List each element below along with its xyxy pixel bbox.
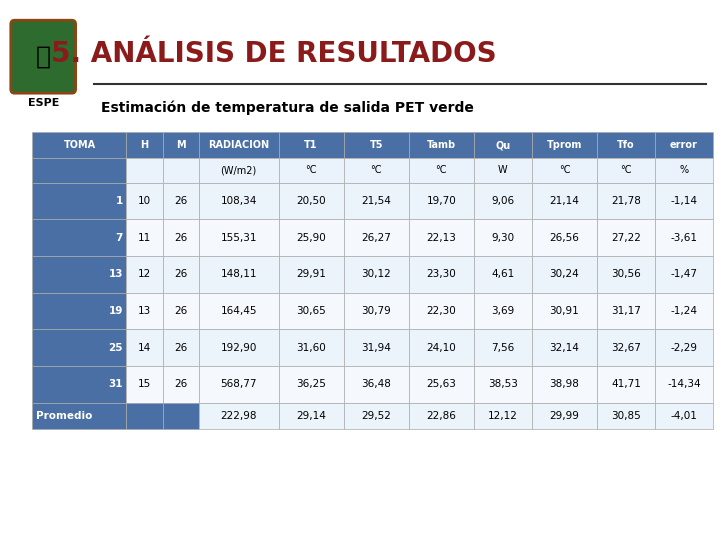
Text: 31,17: 31,17 [611,306,641,316]
Text: 26: 26 [174,233,187,242]
Text: error: error [670,140,698,150]
Text: 25,63: 25,63 [426,380,456,389]
Text: 108,34: 108,34 [220,196,257,206]
Text: 22,30: 22,30 [426,306,456,316]
Text: 148,11: 148,11 [220,269,257,279]
Text: -14,34: -14,34 [667,380,701,389]
Text: 10: 10 [138,196,151,206]
Text: TOMA: TOMA [63,140,96,150]
Text: 15: 15 [138,380,151,389]
Text: 1: 1 [116,196,123,206]
Text: -1,24: -1,24 [670,306,698,316]
Text: 7: 7 [115,233,123,242]
Text: 25,90: 25,90 [296,233,326,242]
Text: 29,14: 29,14 [296,411,326,421]
Text: 32,14: 32,14 [549,343,580,353]
Text: W: W [498,165,508,176]
Text: 26,27: 26,27 [361,233,391,242]
Text: 30,91: 30,91 [549,306,580,316]
FancyBboxPatch shape [11,20,76,93]
Text: 5. ANÁLISIS DE RESULTADOS: 5. ANÁLISIS DE RESULTADOS [51,40,496,68]
Text: -3,61: -3,61 [670,233,698,242]
Text: 222,98: 222,98 [220,411,257,421]
Text: Tprom: Tprom [546,140,582,150]
Text: 26: 26 [174,269,187,279]
Text: °C: °C [559,165,570,176]
Text: 30,12: 30,12 [361,269,391,279]
Text: Qu: Qu [495,140,510,150]
Text: 38,98: 38,98 [549,380,580,389]
Text: 26: 26 [174,380,187,389]
Text: 31,94: 31,94 [361,343,391,353]
Text: 26,56: 26,56 [549,233,580,242]
Text: °C: °C [436,165,447,176]
Text: 7,56: 7,56 [491,343,515,353]
Text: 11: 11 [138,233,151,242]
Text: 41,71: 41,71 [611,380,641,389]
Text: 568,77: 568,77 [220,380,257,389]
Text: 9,06: 9,06 [491,196,515,206]
Text: 21,14: 21,14 [549,196,580,206]
Text: 155,31: 155,31 [220,233,257,242]
Text: 26: 26 [174,196,187,206]
Text: °C: °C [305,165,317,176]
Text: %: % [679,165,688,176]
Text: 36,25: 36,25 [296,380,326,389]
Text: ESPE: ESPE [27,98,59,107]
Text: 31: 31 [109,380,123,389]
Text: 19: 19 [109,306,123,316]
Text: 20,50: 20,50 [296,196,326,206]
Text: -1,14: -1,14 [670,196,698,206]
Text: 26: 26 [174,306,187,316]
Text: 13: 13 [138,306,151,316]
Text: 23,30: 23,30 [426,269,456,279]
Text: 12: 12 [138,269,151,279]
Text: 30,85: 30,85 [611,411,641,421]
Text: H: H [140,140,148,150]
Text: Promedio: Promedio [36,411,92,421]
Text: -2,29: -2,29 [670,343,698,353]
Text: 164,45: 164,45 [220,306,257,316]
Text: 30,24: 30,24 [549,269,580,279]
Text: -1,47: -1,47 [670,269,698,279]
Text: 21,78: 21,78 [611,196,641,206]
Text: 27,22: 27,22 [611,233,641,242]
Text: RADIACION: RADIACION [208,140,269,150]
Text: 22,13: 22,13 [426,233,456,242]
Text: 32,67: 32,67 [611,343,641,353]
Text: 9,30: 9,30 [491,233,515,242]
Text: -4,01: -4,01 [670,411,697,421]
Text: 22,86: 22,86 [426,411,456,421]
Text: °C: °C [620,165,631,176]
Text: 19,70: 19,70 [426,196,456,206]
Text: 3,69: 3,69 [491,306,515,316]
Text: 29,52: 29,52 [361,411,391,421]
Text: (W/m2): (W/m2) [220,165,257,176]
Text: 25: 25 [109,343,123,353]
Text: 4,61: 4,61 [491,269,515,279]
Text: 🛡: 🛡 [36,45,50,69]
Text: M: M [176,140,186,150]
Text: 192,90: 192,90 [220,343,257,353]
Text: Tamb: Tamb [427,140,456,150]
Text: 24,10: 24,10 [426,343,456,353]
Text: 38,53: 38,53 [488,380,518,389]
Text: 36,48: 36,48 [361,380,391,389]
Text: 30,56: 30,56 [611,269,641,279]
Text: 31,60: 31,60 [296,343,326,353]
Text: 29,99: 29,99 [549,411,580,421]
Text: 29,91: 29,91 [296,269,326,279]
Text: °C: °C [371,165,382,176]
Text: 12,12: 12,12 [488,411,518,421]
Text: T5: T5 [369,140,383,150]
Text: 26: 26 [174,343,187,353]
Text: Tfo: Tfo [617,140,635,150]
Text: 14: 14 [138,343,151,353]
Text: 21,54: 21,54 [361,196,391,206]
Text: 13: 13 [109,269,123,279]
Text: 30,79: 30,79 [361,306,391,316]
Text: T1: T1 [305,140,318,150]
Text: Estimación de temperatura de salida PET verde: Estimación de temperatura de salida PET … [101,101,474,115]
Text: 30,65: 30,65 [296,306,326,316]
